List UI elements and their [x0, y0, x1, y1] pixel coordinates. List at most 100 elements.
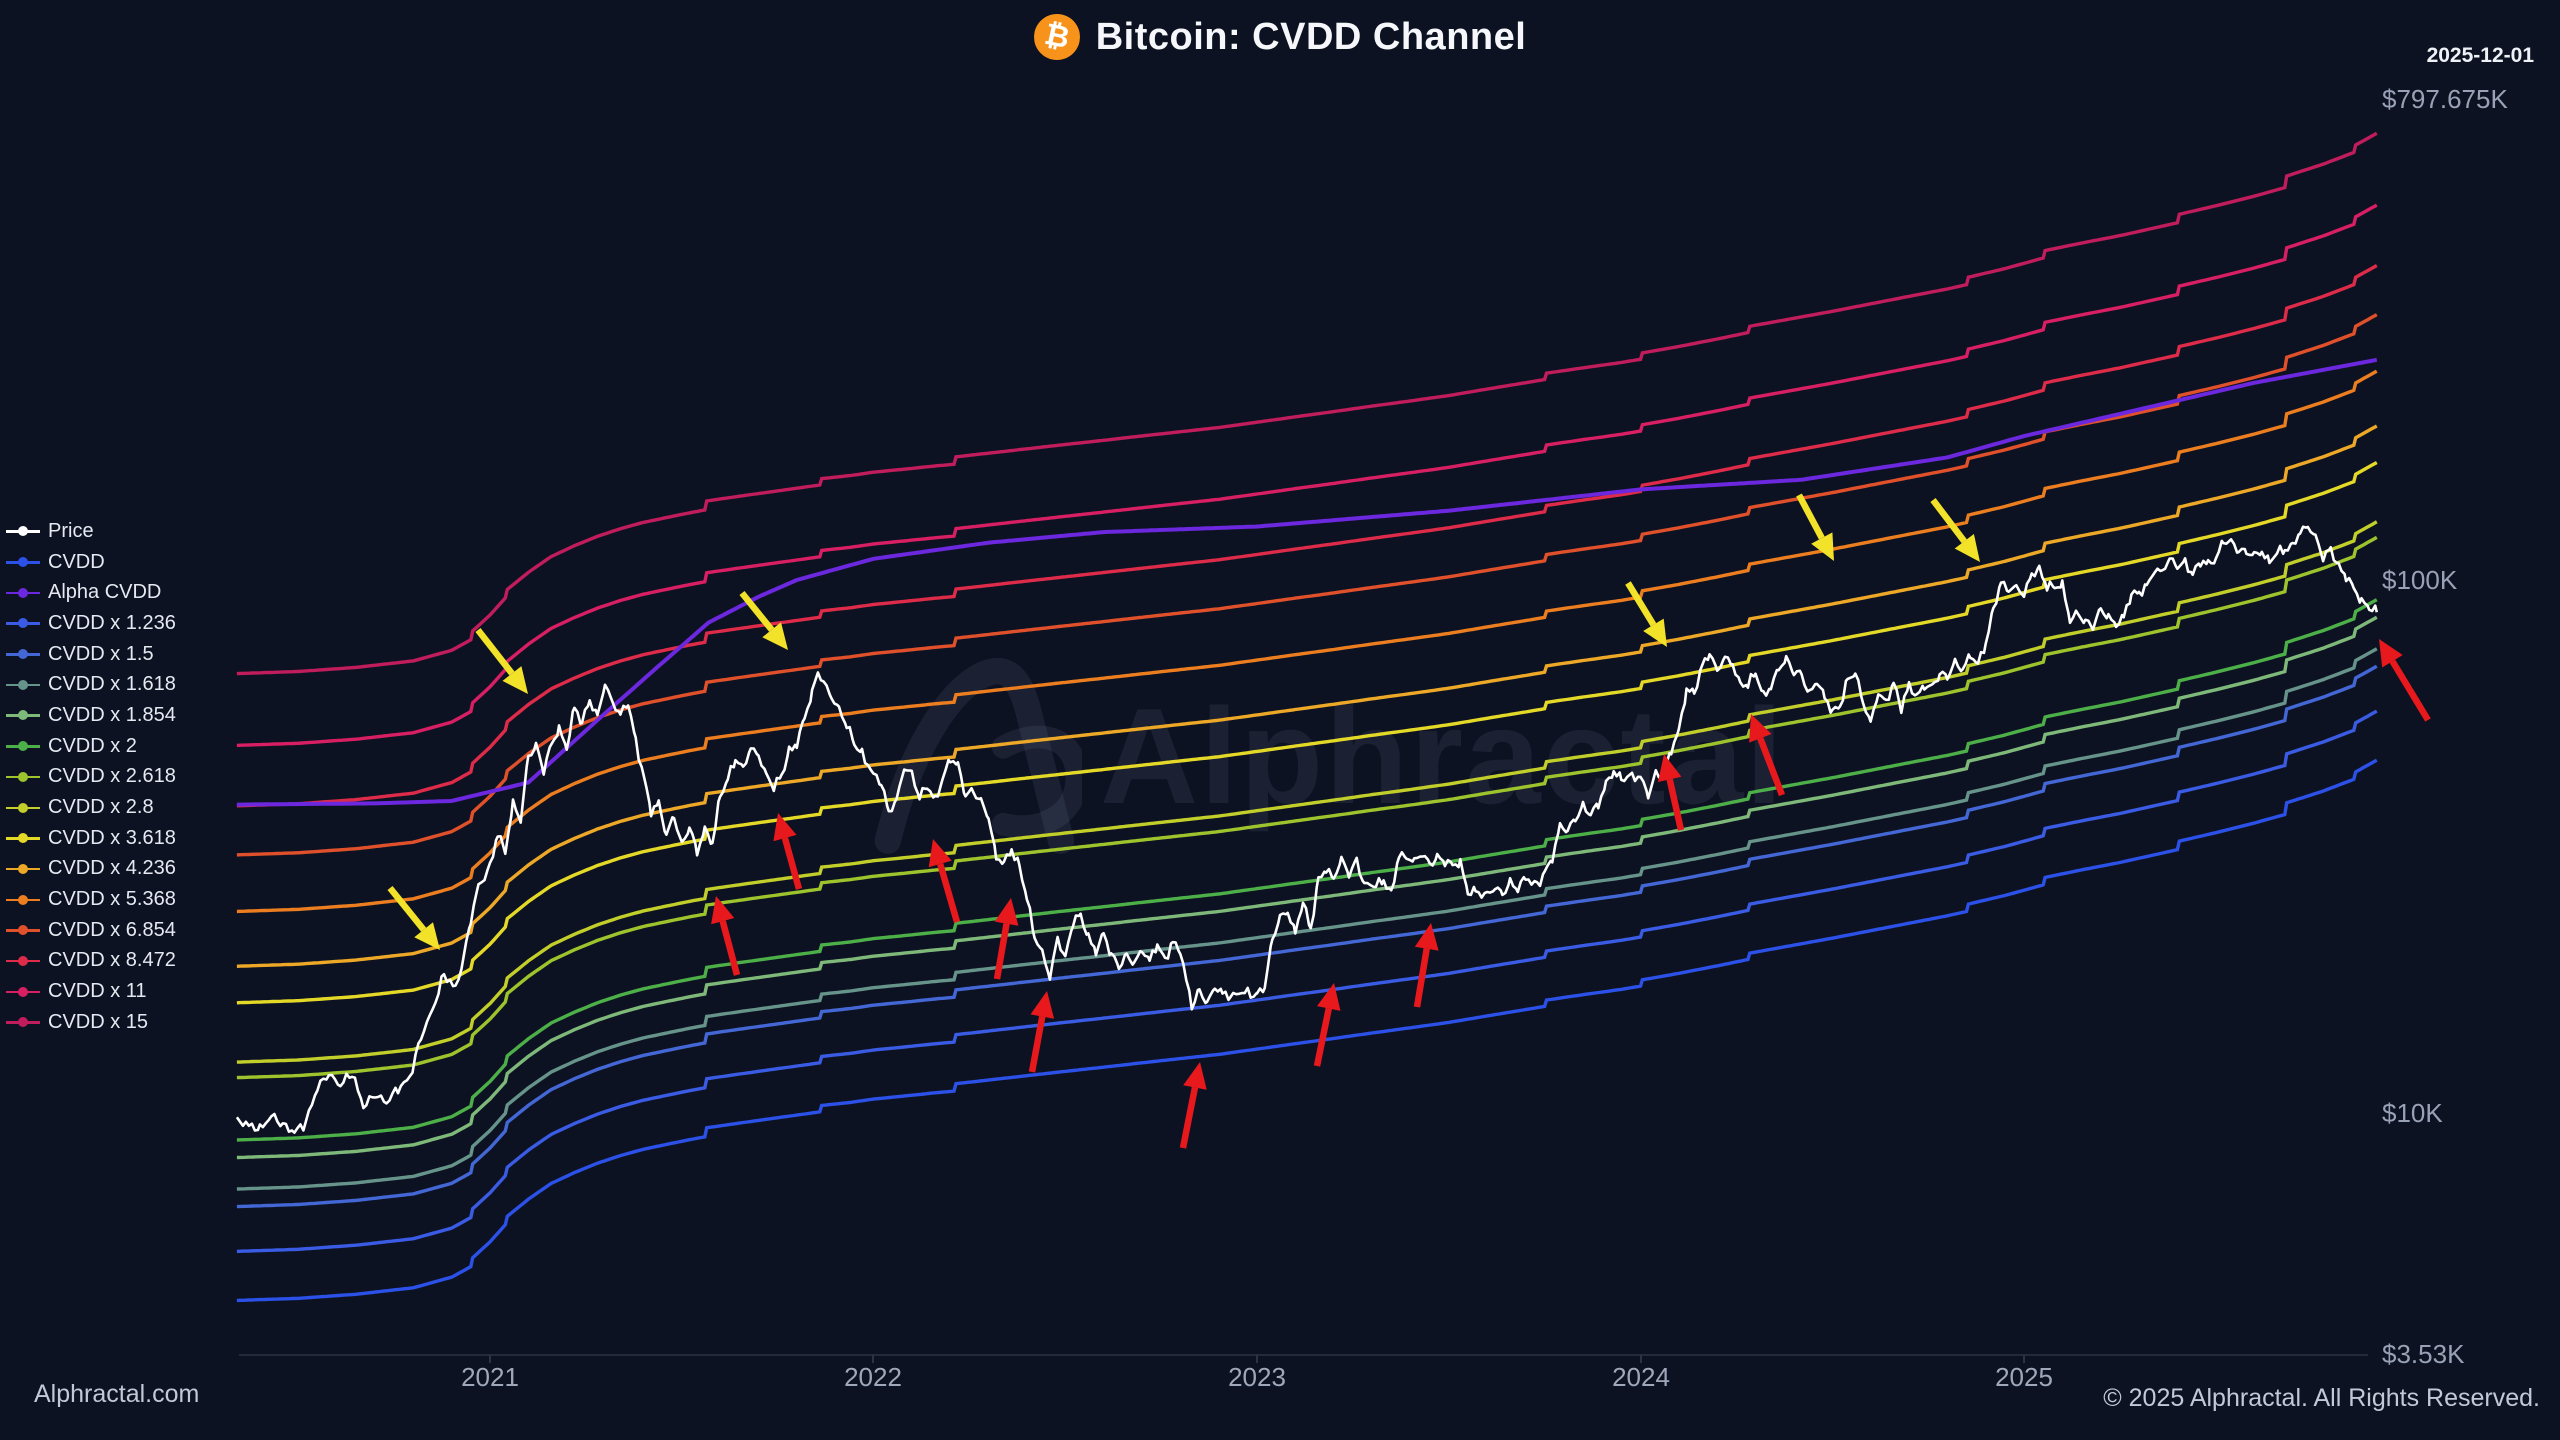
band-line-cvdd-x-1.236	[236, 709, 2378, 1254]
band-line-cvdd-x-8.472	[236, 264, 2378, 808]
legend-marker-icon	[6, 833, 40, 844]
legend-marker-icon	[6, 1017, 40, 1028]
bottom-signal-arrow-icon	[2379, 639, 2403, 668]
legend-item-cvdd-x-2: CVDD x 2	[6, 731, 176, 762]
alpha-cvdd-line	[236, 357, 2378, 807]
bottom-signal-arrow-icon-shaft	[937, 863, 961, 923]
legend-item-label: CVDD x 2.8	[48, 796, 154, 819]
legend-item-price: Price	[6, 516, 176, 547]
bottom-signal-arrow-icon-shaft	[781, 837, 803, 890]
legend-item-alpha-cvdd: Alpha CVDD	[6, 577, 176, 608]
x-axis-year-label: 2024	[1612, 1362, 1670, 1392]
legend-item-cvdd-x-15: CVDD x 15	[6, 1007, 176, 1038]
page-title: Bitcoin: CVDD Channel	[1095, 15, 1527, 58]
bottom-signal-arrow-icon-shaft	[1179, 1086, 1199, 1149]
legend-item-label: Price	[48, 519, 94, 542]
price-line	[235, 525, 2379, 1134]
band-line-cvdd-x-15	[236, 131, 2378, 676]
top-warning-arrow-icon	[762, 622, 788, 650]
top-warning-arrow-icon	[1954, 534, 1980, 562]
legend-item-label: CVDD x 5.368	[48, 888, 176, 911]
legend-marker-icon	[6, 618, 40, 629]
legend-item-cvdd: CVDD	[6, 547, 176, 578]
bottom-signal-arrow-icon	[1183, 1062, 1207, 1090]
legend-item-cvdd-x-3.618: CVDD x 3.618	[6, 823, 176, 854]
legend-item-label: CVDD x 1.854	[48, 703, 176, 726]
legend-item-cvdd-x-8.472: CVDD x 8.472	[6, 946, 176, 977]
legend-item-cvdd-x-4.236: CVDD x 4.236	[6, 854, 176, 885]
top-warning-arrow-icon-shaft	[475, 627, 515, 676]
y-axis-price-label: $3.53K	[2382, 1339, 2465, 1369]
band-line-cvdd-x-1.5	[236, 664, 2378, 1209]
bottom-signal-arrow-icon	[1414, 923, 1439, 951]
legend-marker-icon	[6, 802, 40, 813]
band-line-cvdd-x-1.618	[236, 647, 2378, 1191]
legend-item-label: CVDD x 15	[48, 1010, 149, 1033]
legend-item-cvdd-x-1.5: CVDD x 1.5	[6, 639, 176, 670]
legend-item-label: CVDD x 1.236	[48, 611, 176, 634]
legend-marker-icon	[6, 741, 40, 752]
legend-item-label: CVDD x 11	[48, 980, 147, 1003]
legend-item-label: CVDD x 4.236	[48, 857, 176, 880]
legend-item-label: CVDD x 1.5	[48, 642, 154, 665]
bottom-signal-arrow-icon-shaft	[1757, 737, 1786, 797]
legend-item-label: CVDD x 6.854	[48, 918, 176, 941]
bottom-signal-arrow-icon-shaft	[1028, 1015, 1046, 1073]
y-axis-price-label: $797.675K	[2382, 84, 2508, 114]
band-line-cvdd-x-6.854	[236, 313, 2378, 857]
legend-item-cvdd-x-1.236: CVDD x 1.236	[6, 608, 176, 639]
bottom-signal-arrow-icon-shaft	[993, 923, 1010, 980]
legend-marker-icon	[6, 986, 40, 997]
bottom-signal-arrow-icon-shaft	[2389, 659, 2431, 722]
date-label: 2025-12-01	[2426, 44, 2534, 67]
band-line-cvdd-x-1.854	[236, 615, 2378, 1160]
bottom-signal-arrow-icon	[711, 896, 735, 925]
bottom-signal-arrow-icon	[1658, 754, 1682, 782]
legend-marker-icon	[6, 771, 40, 782]
legend-marker-icon	[6, 955, 40, 966]
band-line-cvdd-x-2	[236, 598, 2378, 1142]
legend-marker-icon	[6, 649, 40, 660]
legend-item-label: CVDD	[48, 550, 105, 573]
legend-item-cvdd-x-11: CVDD x 11	[6, 976, 176, 1007]
legend-marker-icon	[6, 557, 40, 568]
band-line-cvdd-x-3.618	[236, 461, 2378, 1005]
bottom-signal-arrow-icon-shaft	[1666, 778, 1685, 831]
top-warning-arrow-icon	[1811, 532, 1834, 561]
bottom-signal-arrow-icon	[994, 898, 1019, 926]
top-warning-arrow-icon	[502, 666, 528, 694]
y-axis-price-label: $10K	[2382, 1098, 2443, 1128]
legend-marker-icon	[6, 679, 40, 690]
bottom-signal-arrow-icon	[1749, 714, 1772, 743]
legend: Price CVDD Alpha CVDD CVDD x 1.236	[6, 516, 176, 1038]
x-axis-year-label: 2023	[1228, 1362, 1286, 1392]
bitcoin-icon: ₿	[1029, 9, 1084, 65]
legend-item-cvdd-x-5.368: CVDD x 5.368	[6, 884, 176, 915]
legend-item-label: CVDD x 2	[48, 734, 137, 757]
top-warning-arrow-icon	[414, 922, 440, 950]
band-line-cvdd-x-2.618	[236, 535, 2378, 1080]
legend-marker-icon	[6, 925, 40, 936]
legend-item-cvdd-x-6.854: CVDD x 6.854	[6, 915, 176, 946]
bottom-signal-arrow-icon	[928, 839, 952, 868]
top-warning-arrow-icon-shaft	[1796, 493, 1825, 540]
top-warning-arrow-icon-shaft	[1930, 498, 1967, 544]
legend-item-cvdd-x-1.854: CVDD x 1.854	[6, 700, 176, 731]
footer-copyright: © 2025 Alphractal. All Rights Reserved.	[2103, 1384, 2540, 1412]
legend-item-label: CVDD x 3.618	[48, 826, 176, 849]
x-axis-year-label: 2021	[461, 1362, 519, 1392]
legend-item-cvdd-x-2.8: CVDD x 2.8	[6, 792, 176, 823]
legend-item-label: CVDD x 8.472	[48, 949, 176, 972]
top-warning-arrow-icon-shaft	[739, 590, 775, 632]
bottom-signal-arrow-icon-shaft	[1413, 948, 1430, 1008]
band-line-cvdd-x-5.368	[236, 369, 2378, 914]
legend-marker-icon	[6, 710, 40, 721]
footer-site-label: Alphractal.com	[34, 1380, 200, 1408]
bottom-signal-arrow-icon	[773, 813, 797, 842]
band-line-cvdd-x-11	[236, 203, 2378, 748]
top-warning-arrow-icon-shaft	[387, 885, 427, 932]
legend-marker-icon	[6, 587, 40, 598]
legend-marker-icon	[6, 894, 40, 905]
legend-marker-icon	[6, 526, 40, 537]
